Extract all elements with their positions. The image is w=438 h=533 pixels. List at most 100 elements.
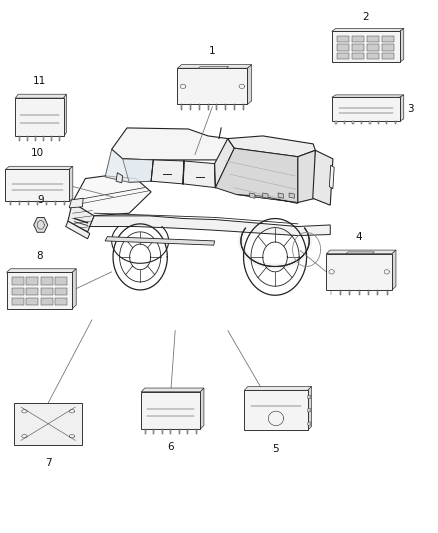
Text: 2: 2 [362,12,369,22]
Text: 8: 8 [36,251,43,261]
Polygon shape [145,429,146,433]
Polygon shape [237,195,298,204]
Polygon shape [369,121,371,124]
Polygon shape [105,149,153,182]
Polygon shape [55,298,67,305]
Polygon shape [64,201,65,205]
Polygon shape [35,136,36,141]
Polygon shape [196,429,197,433]
Polygon shape [399,28,404,62]
Polygon shape [162,429,163,433]
Polygon shape [243,104,244,110]
Polygon shape [332,97,399,121]
Polygon shape [112,128,234,160]
Polygon shape [12,288,24,295]
Polygon shape [382,53,394,59]
Polygon shape [72,269,76,309]
Polygon shape [177,64,252,68]
Polygon shape [90,216,330,236]
Polygon shape [41,298,53,305]
Polygon shape [367,44,379,51]
Polygon shape [116,173,123,183]
Polygon shape [26,288,38,295]
Polygon shape [6,166,73,169]
Polygon shape [177,68,247,104]
Polygon shape [326,254,392,290]
Polygon shape [352,53,364,59]
Polygon shape [340,290,341,295]
Polygon shape [69,198,83,208]
Polygon shape [352,36,364,42]
Polygon shape [307,422,311,425]
Polygon shape [7,269,76,272]
Polygon shape [332,31,399,62]
Polygon shape [64,94,67,136]
Polygon shape [332,95,404,97]
Polygon shape [51,136,52,141]
Polygon shape [225,104,226,110]
Text: 11: 11 [33,76,46,86]
Polygon shape [12,298,24,305]
Polygon shape [346,252,374,254]
Polygon shape [263,193,268,198]
Polygon shape [198,67,229,68]
Polygon shape [313,150,333,205]
Polygon shape [367,36,379,42]
Polygon shape [395,121,396,124]
Polygon shape [26,298,38,305]
Polygon shape [216,104,217,110]
Polygon shape [307,386,311,431]
Polygon shape [329,165,334,189]
Polygon shape [332,28,404,31]
Polygon shape [278,193,283,198]
Polygon shape [26,278,38,285]
Polygon shape [289,193,294,198]
Polygon shape [307,409,311,412]
Polygon shape [247,64,252,104]
Polygon shape [244,390,307,431]
Polygon shape [12,278,24,285]
Polygon shape [105,237,215,245]
Polygon shape [181,104,182,110]
Polygon shape [382,44,394,51]
Polygon shape [59,136,60,141]
Polygon shape [199,104,200,110]
Polygon shape [27,136,28,141]
Polygon shape [15,98,64,136]
Polygon shape [19,136,20,141]
Polygon shape [55,288,67,295]
Text: 6: 6 [167,442,174,453]
Polygon shape [359,290,360,295]
Polygon shape [41,288,53,295]
Polygon shape [187,429,188,433]
Polygon shape [55,201,56,205]
Polygon shape [215,139,234,188]
Text: 10: 10 [31,148,44,158]
Polygon shape [337,36,350,42]
Polygon shape [228,136,315,157]
Polygon shape [215,148,298,203]
Polygon shape [387,290,388,295]
Polygon shape [170,429,171,433]
Polygon shape [153,429,155,433]
Text: 1: 1 [209,46,216,56]
Text: 7: 7 [45,458,52,468]
Polygon shape [190,104,191,110]
Polygon shape [183,161,215,188]
Polygon shape [298,150,315,203]
Polygon shape [234,104,235,110]
Polygon shape [307,395,311,399]
Polygon shape [66,221,90,239]
Polygon shape [378,121,379,124]
Polygon shape [43,136,44,141]
Polygon shape [244,386,311,390]
Text: 5: 5 [272,443,279,454]
Polygon shape [331,290,332,295]
Polygon shape [68,203,94,232]
Polygon shape [326,250,396,254]
Polygon shape [10,201,11,205]
Polygon shape [15,94,67,98]
Polygon shape [337,44,350,51]
Polygon shape [151,160,184,184]
Polygon shape [344,121,345,124]
